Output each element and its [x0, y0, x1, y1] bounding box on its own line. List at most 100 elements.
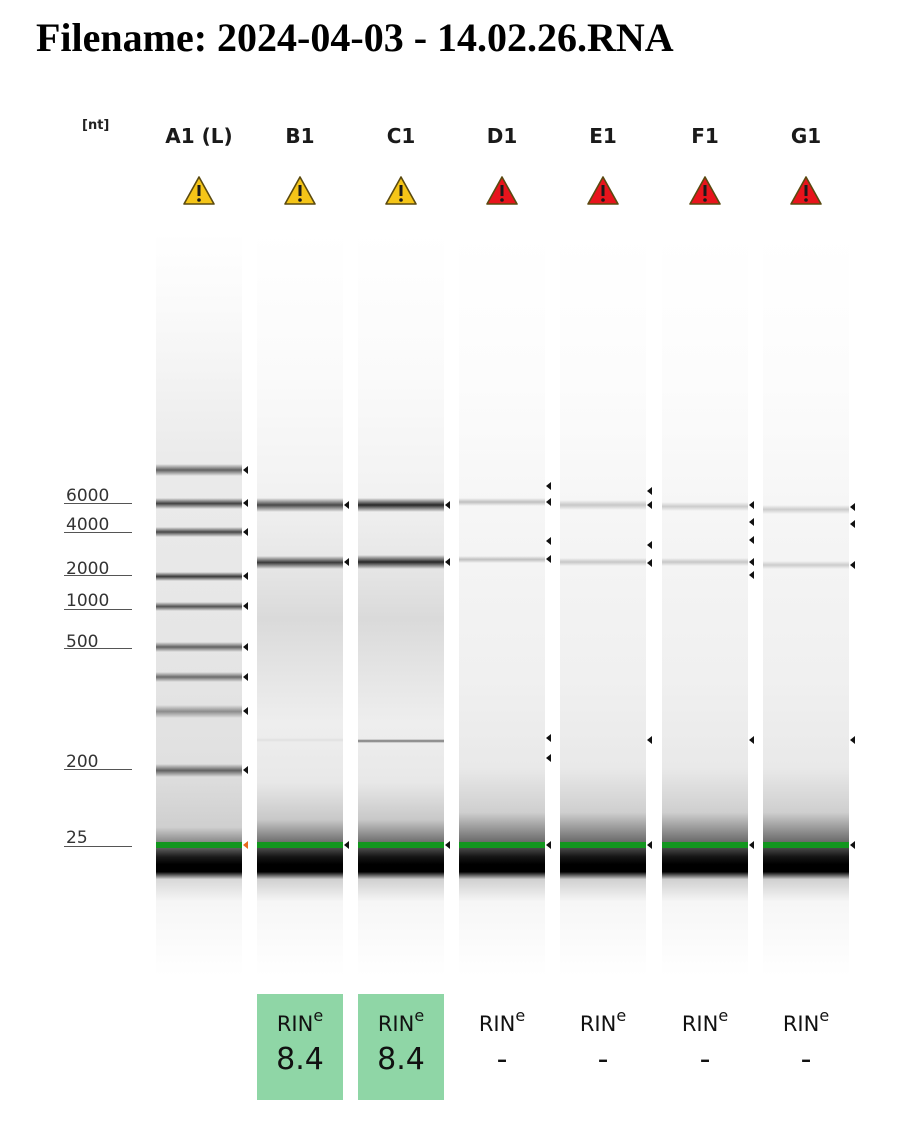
gel-band — [156, 571, 242, 581]
size-marker-tick — [64, 648, 132, 649]
size-marker-tick — [64, 532, 132, 533]
gel-band — [763, 561, 849, 569]
gel-band — [763, 504, 849, 514]
peak-arrow-icon — [546, 734, 551, 742]
peak-arrow-icon — [243, 673, 248, 681]
peak-arrow-icon — [243, 766, 248, 774]
gel-band — [560, 558, 646, 566]
size-marker-tick — [64, 609, 132, 610]
gel-lane — [156, 232, 242, 976]
size-marker-label: 2000 — [66, 559, 110, 579]
gel-lane — [257, 232, 343, 976]
rin-value: - — [496, 1042, 508, 1077]
lane-label: F1 — [691, 124, 719, 148]
peak-arrow-icon — [749, 571, 754, 579]
rin-label: RINe — [782, 1006, 830, 1036]
gel-band — [156, 464, 242, 476]
peak-arrow-icon — [647, 541, 652, 549]
peak-arrow-icon — [749, 518, 754, 526]
peak-arrow-icon — [445, 501, 450, 509]
size-marker-label: 6000 — [66, 486, 110, 506]
peak-arrow-icon — [546, 498, 551, 506]
gel-band — [156, 527, 242, 537]
warning-icon[interactable] — [181, 174, 217, 208]
peak-arrow-icon — [243, 841, 248, 849]
peak-arrow-icon — [749, 841, 754, 849]
peak-arrow-icon — [243, 499, 248, 507]
peak-arrow-icon — [749, 558, 754, 566]
unit-label: [nt] — [82, 118, 110, 133]
rin-label: RINe — [681, 1006, 729, 1036]
lower-marker-band — [459, 842, 545, 848]
rin-value: - — [597, 1042, 609, 1077]
size-marker-tick — [64, 503, 132, 504]
lower-marker-band — [662, 842, 748, 848]
peak-arrow-icon — [850, 841, 855, 849]
peak-arrow-icon — [546, 841, 551, 849]
gel-band — [358, 498, 444, 512]
gel-band — [459, 555, 545, 563]
warning-icon[interactable] — [383, 174, 419, 208]
peak-arrow-icon — [243, 528, 248, 536]
rin-box: RINe 8.4 — [257, 994, 343, 1100]
gel-lane — [459, 232, 545, 976]
lane-background — [763, 232, 849, 976]
peak-arrow-icon — [546, 555, 551, 563]
peak-arrow-icon — [850, 561, 855, 569]
gel-band — [156, 601, 242, 611]
peak-arrow-icon — [850, 503, 855, 511]
peak-arrow-icon — [546, 537, 551, 545]
gel-band — [662, 501, 748, 511]
rin-label: RINe — [579, 1006, 627, 1036]
lane-background — [358, 232, 444, 976]
gel-band — [156, 704, 242, 718]
warning-icon[interactable] — [282, 174, 318, 208]
rin-box: RINe - — [662, 994, 748, 1100]
size-marker-label: 500 — [66, 632, 99, 652]
gel-band — [358, 739, 444, 743]
peak-arrow-icon — [749, 536, 754, 544]
warning-icon[interactable] — [585, 174, 621, 208]
peak-arrow-icon — [344, 841, 349, 849]
peak-arrow-icon — [243, 466, 248, 474]
rin-value: 8.4 — [377, 1042, 425, 1077]
gel-lane — [560, 232, 646, 976]
lane-background — [560, 232, 646, 976]
gel-band — [156, 497, 242, 509]
warning-icon[interactable] — [687, 174, 723, 208]
peak-arrow-icon — [546, 482, 551, 490]
size-marker-label: 200 — [66, 752, 99, 772]
lane-label: A1 (L) — [165, 124, 233, 148]
lower-marker-band — [560, 842, 646, 848]
peak-arrow-icon — [749, 736, 754, 744]
peak-arrow-icon — [344, 558, 349, 566]
peak-arrow-icon — [445, 558, 450, 566]
peak-arrow-icon — [243, 643, 248, 651]
gel-band — [459, 498, 545, 506]
rin-box: RINe - — [763, 994, 849, 1100]
page-title: Filename: 2024-04-03 - 14.02.26.RNA — [36, 15, 674, 60]
rin-label: RINe — [276, 1006, 324, 1036]
warning-icon[interactable] — [484, 174, 520, 208]
rin-label: RINe — [478, 1006, 526, 1036]
gel-band — [358, 555, 444, 569]
size-marker-tick — [64, 575, 132, 576]
lane-label: C1 — [386, 124, 416, 148]
lower-marker-band — [358, 842, 444, 848]
size-marker-label: 1000 — [66, 591, 110, 611]
lane-background — [662, 232, 748, 976]
warning-icon[interactable] — [788, 174, 824, 208]
gel-band — [156, 642, 242, 652]
size-marker-label: 25 — [66, 828, 88, 848]
peak-arrow-icon — [647, 501, 652, 509]
rin-box: RINe - — [560, 994, 646, 1100]
lower-marker-band — [156, 842, 242, 848]
gel-band — [156, 672, 242, 682]
peak-arrow-icon — [243, 707, 248, 715]
peak-arrow-icon — [647, 736, 652, 744]
gel-lane — [358, 232, 444, 976]
rin-value: - — [699, 1042, 711, 1077]
gel-band — [662, 558, 748, 566]
peak-arrow-icon — [647, 559, 652, 567]
peak-arrow-icon — [546, 754, 551, 762]
